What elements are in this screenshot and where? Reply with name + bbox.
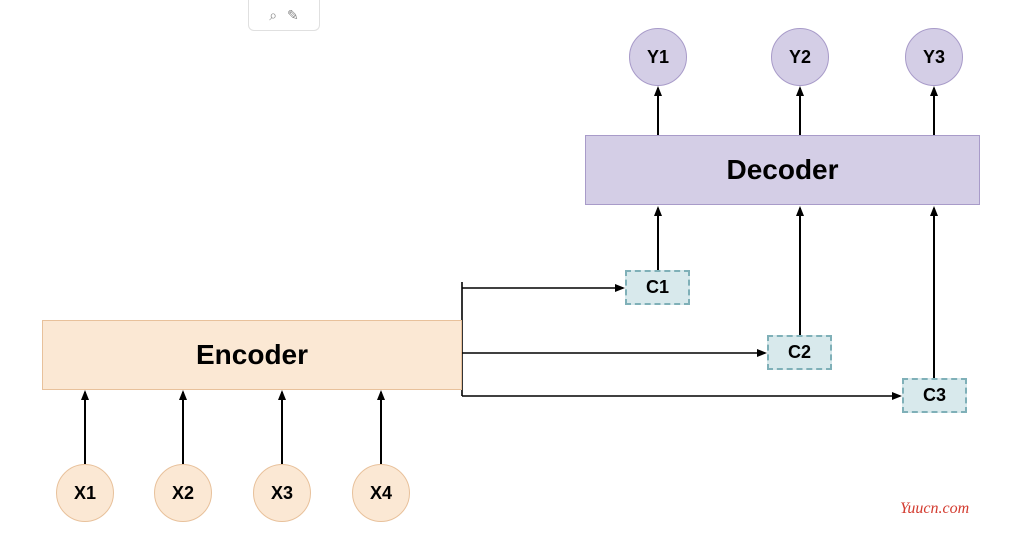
output-y2-label: Y2	[789, 47, 811, 68]
decoder-block: Decoder	[585, 135, 980, 205]
output-y3-label: Y3	[923, 47, 945, 68]
output-y1-label: Y1	[647, 47, 669, 68]
input-x1-label: X1	[74, 483, 96, 504]
diagram-canvas: ⌕ ✎ Encoder Decoder X1 X2 X3 X4 Y1 Y2 Y3	[0, 0, 1020, 551]
output-node-y3: Y3	[905, 28, 963, 86]
zoom-icon[interactable]: ⌕	[269, 7, 277, 24]
context-node-c2: C2	[767, 335, 832, 370]
context-c3-label: C3	[923, 385, 946, 406]
context-c1-label: C1	[646, 277, 669, 298]
comment-icon[interactable]: ✎	[287, 7, 299, 24]
context-c2-label: C2	[788, 342, 811, 363]
input-node-x1: X1	[56, 464, 114, 522]
output-node-y2: Y2	[771, 28, 829, 86]
watermark-text: Yuucn.com	[900, 500, 969, 518]
input-node-x2: X2	[154, 464, 212, 522]
floating-toolbar: ⌕ ✎	[248, 0, 320, 31]
input-x4-label: X4	[370, 483, 392, 504]
context-node-c1: C1	[625, 270, 690, 305]
decoder-label: Decoder	[726, 154, 838, 186]
input-x2-label: X2	[172, 483, 194, 504]
output-node-y1: Y1	[629, 28, 687, 86]
encoder-label: Encoder	[196, 339, 308, 371]
edge-layer	[0, 0, 1020, 551]
input-node-x4: X4	[352, 464, 410, 522]
input-x3-label: X3	[271, 483, 293, 504]
watermark-label: Yuucn.com	[900, 500, 969, 517]
context-node-c3: C3	[902, 378, 967, 413]
encoder-block: Encoder	[42, 320, 462, 390]
input-node-x3: X3	[253, 464, 311, 522]
